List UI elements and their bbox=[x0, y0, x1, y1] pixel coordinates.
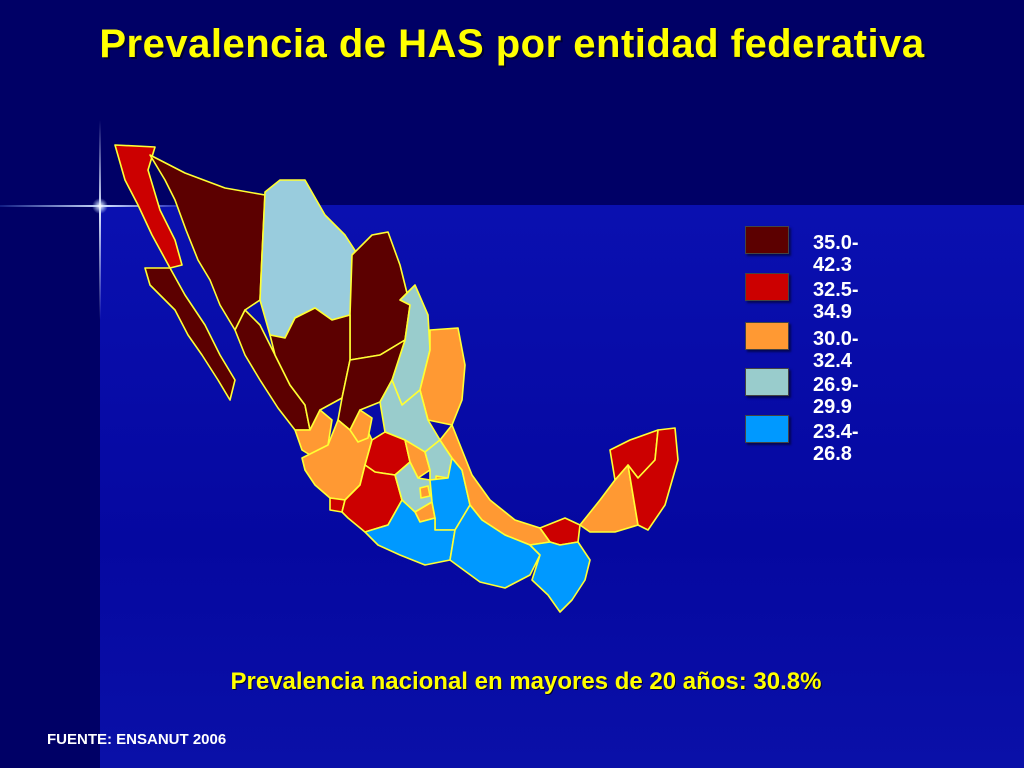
legend-item: 35.0-42.3 bbox=[745, 226, 965, 276]
state-aguascalientes bbox=[349, 409, 373, 443]
mexico-choropleth-map bbox=[114, 144, 679, 613]
state-baja-california-sur bbox=[144, 267, 236, 401]
state-quintana-roo bbox=[627, 427, 679, 531]
light-flare-vertical bbox=[99, 120, 101, 320]
state-queretaro bbox=[404, 439, 431, 479]
state-chiapas bbox=[529, 541, 591, 613]
state-nayarit bbox=[294, 409, 333, 459]
legend-swatch bbox=[745, 226, 789, 254]
legend-swatch bbox=[745, 368, 789, 396]
national-prevalence-text: Prevalencia nacional en mayores de 20 añ… bbox=[230, 668, 822, 695]
legend-item: 32.5-34.9 bbox=[745, 273, 965, 323]
state-ciudad-de-mexico bbox=[419, 485, 431, 499]
legend-label: 30.0-32.4 bbox=[813, 328, 859, 372]
legend-label: 23.4-26.8 bbox=[813, 421, 859, 465]
legend-swatch bbox=[745, 415, 789, 443]
legend-label: 35.0-42.3 bbox=[813, 232, 859, 276]
legend-item: 23.4-26.8 bbox=[745, 415, 965, 465]
source-note: FUENTE: ENSANUT 2006 bbox=[47, 731, 227, 748]
state-baja-california bbox=[114, 144, 183, 269]
legend-label: 26.9-29.9 bbox=[813, 374, 859, 418]
slide-title: Prevalencia de HAS por entidad federativ… bbox=[99, 22, 925, 66]
state-guerrero bbox=[364, 499, 456, 566]
legend-item: 26.9-29.9 bbox=[745, 368, 965, 418]
legend-label: 32.5-34.9 bbox=[813, 279, 859, 323]
legend-swatch bbox=[745, 322, 789, 350]
background-left-band bbox=[0, 0, 100, 768]
legend-item: 30.0-32.4 bbox=[745, 322, 965, 372]
legend-swatch bbox=[745, 273, 789, 301]
state-coahuila bbox=[349, 231, 411, 361]
light-flare-center bbox=[92, 198, 108, 214]
